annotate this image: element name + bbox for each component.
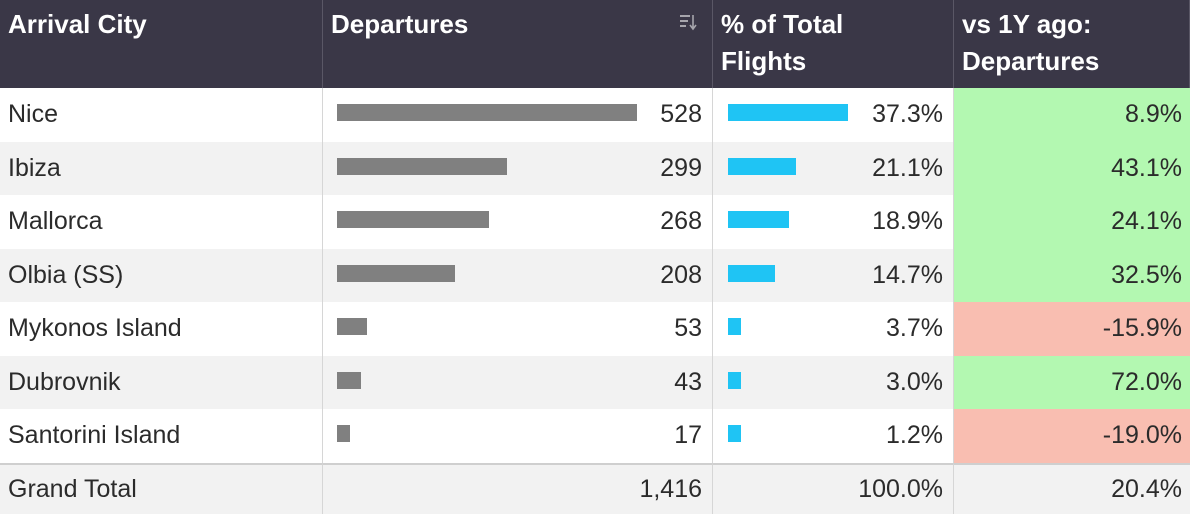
header-yoy-line2: Departures <box>962 46 1100 76</box>
pct-bar <box>728 211 789 228</box>
departures-value: 208 <box>660 260 702 289</box>
city-name: Nice <box>8 100 59 129</box>
header-pct-line2: Flights <box>721 46 807 76</box>
table-row-yoy: -19.0% <box>954 409 1190 463</box>
pct-bar <box>728 104 848 121</box>
table-row-pct: 18.9% <box>713 195 954 249</box>
header-vs-1y-ago[interactable]: vs 1Y ago: Departures <box>954 0 1190 88</box>
table-row-city: Ibiza <box>0 141 323 195</box>
pct-bar <box>728 318 741 335</box>
table-row-departures: 17 <box>323 409 713 463</box>
grand-total-text: Grand Total <box>8 474 137 503</box>
pct-value: 21.1% <box>872 153 943 182</box>
grand-total-pct: 100.0% <box>713 462 954 514</box>
departures-bar <box>337 104 637 121</box>
table-row-departures: 268 <box>323 195 713 249</box>
table-row-city: Nice <box>0 88 323 142</box>
departures-value: 43 <box>674 367 702 396</box>
table-row-pct: 3.7% <box>713 302 954 356</box>
table-row-yoy: 43.1% <box>954 141 1190 195</box>
yoy-value: 43.1% <box>1111 153 1182 182</box>
header-yoy-line1: vs 1Y ago: <box>962 9 1092 39</box>
table-row-yoy: 24.1% <box>954 195 1190 249</box>
table-row-city: Mallorca <box>0 195 323 249</box>
departures-value: 17 <box>674 421 702 450</box>
pct-value: 1.2% <box>886 421 943 450</box>
yoy-value: 32.5% <box>1111 260 1182 289</box>
table-row-city: Mykonos Island <box>0 302 323 356</box>
yoy-value: 72.0% <box>1111 367 1182 396</box>
departures-value: 299 <box>660 153 702 182</box>
pct-value: 3.7% <box>886 314 943 343</box>
city-name: Mykonos Island <box>8 314 182 343</box>
table-row-city: Santorini Island <box>0 409 323 463</box>
header-departures[interactable]: Departures <box>323 0 713 88</box>
header-arrival-city[interactable]: Arrival City <box>0 0 323 88</box>
departures-bar <box>337 318 367 335</box>
departures-value: 528 <box>660 100 702 129</box>
table-row-pct: 1.2% <box>713 409 954 463</box>
grand-total-label: Grand Total <box>0 462 323 514</box>
table-row-pct: 21.1% <box>713 141 954 195</box>
departures-bar <box>337 211 489 228</box>
table-row-departures: 208 <box>323 248 713 302</box>
city-name: Santorini Island <box>8 421 181 450</box>
table-row-departures: 53 <box>323 302 713 356</box>
table-row-departures: 528 <box>323 88 713 142</box>
table-row-yoy: 8.9% <box>954 88 1190 142</box>
yoy-value: -19.0% <box>1102 421 1182 450</box>
header-arrival-city-label: Arrival City <box>8 9 147 39</box>
departures-value: 268 <box>660 207 702 236</box>
table-row-pct: 14.7% <box>713 248 954 302</box>
departures-bar <box>337 264 455 282</box>
grand-total-yoy: 20.4% <box>954 462 1190 514</box>
header-departures-label: Departures <box>331 9 469 39</box>
table-row-pct: 37.3% <box>713 88 954 142</box>
pct-bar <box>728 425 741 442</box>
pct-value: 3.0% <box>886 367 943 396</box>
departures-value: 53 <box>674 314 702 343</box>
pct-value: 37.3% <box>872 100 943 129</box>
city-name: Mallorca <box>8 207 103 236</box>
pct-value: 14.7% <box>872 260 943 289</box>
table-row-yoy: 72.0% <box>954 355 1190 409</box>
city-name: Ibiza <box>8 153 61 182</box>
header-pct-line1: % of Total <box>721 9 844 39</box>
city-name: Olbia (SS) <box>8 260 124 289</box>
table-row-yoy: 32.5% <box>954 248 1190 302</box>
table-row-city: Olbia (SS) <box>0 248 323 302</box>
grand-total-departures: 1,416 <box>323 462 713 514</box>
pct-bar <box>728 371 741 389</box>
pct-value: 18.9% <box>872 207 943 236</box>
table-row-yoy: -15.9% <box>954 302 1190 356</box>
yoy-value: 8.9% <box>1125 100 1182 129</box>
departures-bar <box>337 371 361 389</box>
city-name: Dubrovnik <box>8 367 121 396</box>
pct-bar <box>728 157 796 175</box>
yoy-value: 24.1% <box>1111 207 1182 236</box>
sort-descending-icon[interactable] <box>678 12 698 32</box>
header-pct-total-flights[interactable]: % of Total Flights <box>713 0 954 88</box>
pct-bar <box>728 264 775 282</box>
table-row-city: Dubrovnik <box>0 355 323 409</box>
table-row-departures: 299 <box>323 141 713 195</box>
table-row-departures: 43 <box>323 355 713 409</box>
grand-total-departures-value: 1,416 <box>639 474 702 503</box>
grand-total-yoy-value: 20.4% <box>1111 474 1182 503</box>
departures-bar <box>337 425 350 442</box>
table-row-pct: 3.0% <box>713 355 954 409</box>
grand-total-pct-value: 100.0% <box>858 474 943 503</box>
yoy-value: -15.9% <box>1102 314 1182 343</box>
departures-bar <box>337 157 507 175</box>
